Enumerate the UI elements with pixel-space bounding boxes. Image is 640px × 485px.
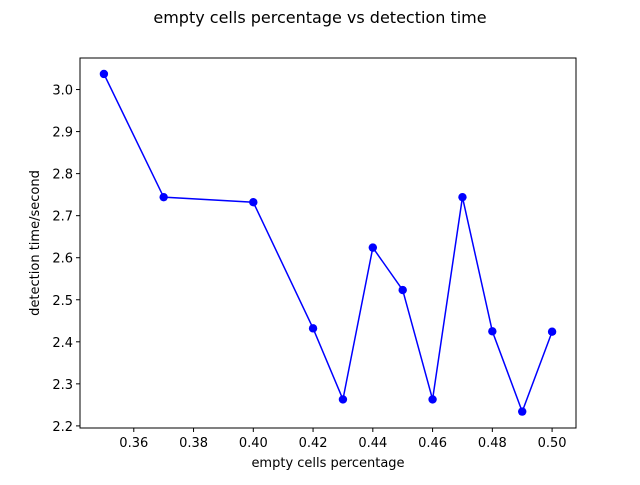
y-tick-label: 3.0 bbox=[52, 84, 73, 99]
y-axis: 2.2 2.3 2.4 2.5 2.6 2.7 2.8 2.9 3.0 bbox=[52, 84, 80, 435]
x-axis-label: empty cells percentage bbox=[251, 456, 404, 471]
chart-title: empty cells percentage vs detection time bbox=[153, 8, 487, 27]
y-axis-label: detection time/second bbox=[28, 170, 43, 316]
data-point bbox=[488, 327, 497, 336]
x-tick-label: 0.36 bbox=[119, 436, 148, 451]
y-tick-label: 2.6 bbox=[52, 252, 73, 267]
y-tick-label: 2.5 bbox=[52, 294, 73, 309]
x-tick-label: 0.40 bbox=[239, 436, 268, 451]
series-line bbox=[103, 73, 553, 414]
y-tick-label: 2.3 bbox=[52, 378, 73, 393]
x-tick-label: 0.44 bbox=[358, 436, 387, 451]
x-tick-label: 0.46 bbox=[418, 436, 447, 451]
y-tick-label: 2.7 bbox=[52, 210, 73, 225]
x-tick-label: 0.48 bbox=[478, 436, 507, 451]
data-point bbox=[99, 69, 109, 79]
data-point bbox=[398, 285, 407, 295]
data-point bbox=[338, 395, 348, 404]
data-point bbox=[159, 192, 168, 202]
x-tick-label: 0.50 bbox=[538, 436, 567, 451]
data-point bbox=[249, 198, 258, 207]
x-tick-label: 0.42 bbox=[299, 436, 328, 451]
y-tick-label: 2.9 bbox=[52, 126, 73, 141]
data-point bbox=[518, 407, 527, 416]
plot-marks bbox=[99, 69, 557, 416]
data-point bbox=[547, 327, 557, 336]
x-axis: 0.36 0.38 0.40 0.42 0.44 0.46 0.48 0.50 bbox=[119, 428, 567, 451]
y-tick-label: 2.8 bbox=[52, 168, 73, 183]
data-point bbox=[368, 243, 378, 252]
y-tick-label: 2.4 bbox=[52, 336, 73, 351]
data-point bbox=[308, 324, 318, 333]
plot-frame bbox=[79, 57, 577, 429]
data-point bbox=[458, 192, 467, 202]
x-tick-label: 0.38 bbox=[179, 436, 208, 451]
data-point bbox=[428, 395, 437, 404]
y-tick-label: 2.2 bbox=[52, 420, 73, 435]
